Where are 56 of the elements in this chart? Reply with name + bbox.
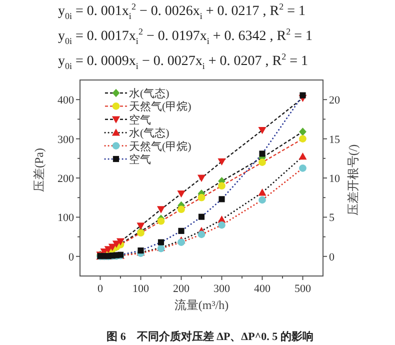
point xyxy=(157,206,165,214)
y2-tick-label: 20 xyxy=(329,94,340,107)
legend-label: 空气 xyxy=(129,153,151,166)
ylabel: 压差(Pa) xyxy=(32,148,46,192)
point xyxy=(218,221,226,229)
point xyxy=(198,194,206,202)
y2-tick-label: 0 xyxy=(329,251,335,264)
point xyxy=(198,214,205,220)
point xyxy=(258,196,266,204)
y-tick-label: 100 xyxy=(58,212,74,224)
y-tick-label: 400 xyxy=(58,94,74,107)
y-tick-label: 0 xyxy=(68,251,74,264)
legend-label: 水(气态) xyxy=(129,126,170,140)
point xyxy=(299,164,306,172)
point xyxy=(158,239,164,246)
point xyxy=(218,182,226,190)
x-tick-label: 200 xyxy=(173,283,190,295)
point xyxy=(178,228,184,234)
point xyxy=(259,150,266,157)
point xyxy=(178,238,185,246)
y2-tick-label: 15 xyxy=(329,134,340,146)
annotation: y$_{0i}$ = 0. 0017x$_{i}$$^{2}$ − 0. 0197x$_{i}$ + 0. 6342 , R$^{2}$ = 1 xyxy=(58,29,312,45)
y2label: 压差开根号(/) xyxy=(346,144,360,216)
point xyxy=(299,128,306,136)
annotation: y$_{0i}$ = 0. 0009x$_{i}$ − 0. 0027x$_{i}$ + 0. 0207 , R$^{2}$ = 1 xyxy=(58,54,308,70)
point xyxy=(157,217,165,225)
x-tick-label: 400 xyxy=(254,283,271,295)
point xyxy=(258,126,266,134)
point xyxy=(298,152,307,160)
point xyxy=(198,230,206,238)
point xyxy=(116,238,124,246)
point xyxy=(300,92,306,98)
x-tick-label: 500 xyxy=(294,283,312,295)
point xyxy=(258,158,266,166)
x-tick-label: 300 xyxy=(214,283,230,295)
point xyxy=(258,188,266,196)
point xyxy=(178,206,185,214)
y-tick-label: 300 xyxy=(58,134,74,146)
y2-tick-label: 5 xyxy=(329,212,335,224)
point xyxy=(136,222,145,230)
legend-label: 天然气(甲烷) xyxy=(129,140,192,153)
legend-label: 天然气(甲烷) xyxy=(129,100,192,114)
point xyxy=(198,174,206,182)
title: 图 6 不同介质对压差 ΔP、ΔP^0. 5 的影响 xyxy=(106,331,314,343)
point xyxy=(218,158,226,166)
x-tick-label: 0 xyxy=(98,283,104,295)
x-tick-label: 100 xyxy=(132,283,150,295)
y2-tick-label: 10 xyxy=(329,173,340,185)
annotation: y$_{0i}$ = 0. 001x$_{i}$$^{2}$ − 0. 0026x$_{i}$ + 0. 0217 , R$^{2}$ = 1 xyxy=(58,4,306,20)
legend-label: 水(气态) xyxy=(129,87,170,100)
y-tick-label: 200 xyxy=(58,173,74,185)
point xyxy=(299,135,306,142)
legend-label: 空气 xyxy=(129,113,151,126)
point xyxy=(177,190,186,198)
point xyxy=(218,196,225,202)
xlabel: 流量(m³/h) xyxy=(174,298,229,312)
